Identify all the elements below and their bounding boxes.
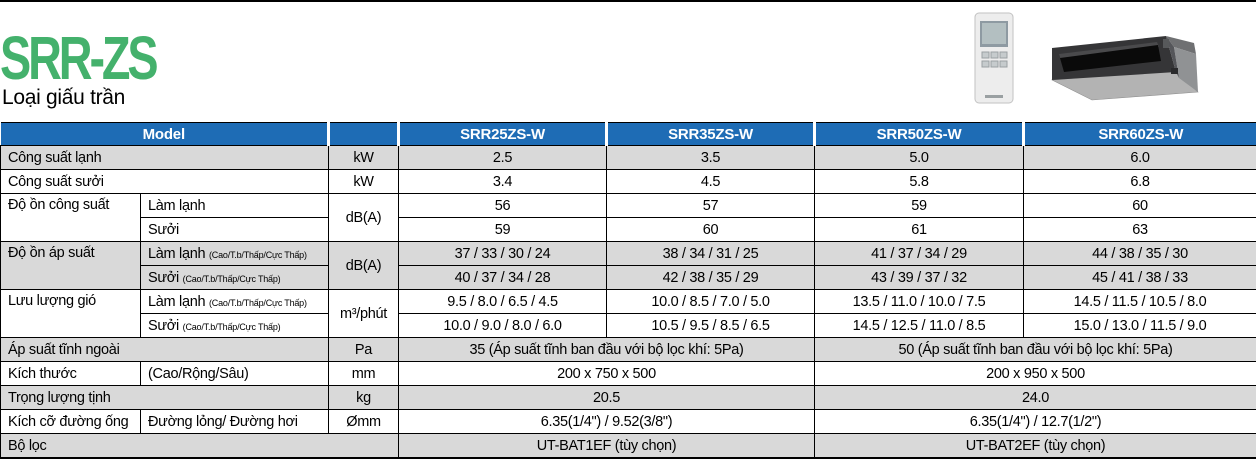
- remote-control-image: [974, 12, 1014, 104]
- column-header-srr60: SRR60ZS-W: [1022, 122, 1256, 146]
- cell-value: 6.35(1/4") / 9.52(3/8"): [398, 409, 815, 434]
- cell-value: 5.8: [814, 169, 1024, 194]
- row-label: Công suất sưởi: [0, 169, 329, 194]
- row-sublabel: (Cao/Rộng/Sâu): [140, 361, 329, 386]
- table-row: Công suất sưởi kW 3.4 4.5 5.8 6.8: [0, 169, 1256, 194]
- row-label: Kích thước: [0, 361, 141, 386]
- cell-value: 3.5: [606, 145, 815, 170]
- cell-value: 15.0 / 13.0 / 11.5 / 9.0: [1023, 313, 1256, 338]
- cell-value: 61: [814, 217, 1024, 242]
- column-header-srr50: SRR50ZS-W: [813, 122, 1024, 146]
- table-row: Công suất lạnh kW 2.5 3.5 5.0 6.0: [0, 145, 1256, 170]
- row-sublabel: Làm lạnh (Cao/T.b/Thấp/Cực Thấp): [140, 241, 329, 266]
- row-unit: dB(A): [328, 241, 399, 290]
- row-group-label: Lưu lượng gió: [0, 289, 141, 338]
- row-sublabel: Đường lỏng/ Đường hơi: [140, 409, 329, 434]
- cell-value: 56: [398, 193, 607, 218]
- model-header: Model: [0, 122, 329, 146]
- row-label: Bộ lọc: [0, 433, 399, 459]
- table-row: Sưởi (Cao/T.b/Thấp/Cực Thấp) 10.0 / 9.0 …: [1, 313, 1256, 338]
- cell-value: 37 / 33 / 30 / 24: [398, 241, 607, 266]
- cell-value: 5.0: [814, 145, 1024, 170]
- table-row: Kích thước (Cao/Rộng/Sâu) mm 200 x 750 x…: [0, 361, 1256, 386]
- indoor-unit-image: [1050, 36, 1199, 101]
- table-row: Bộ lọc UT-BAT1EF (tùy chọn) UT-BAT2EF (t…: [0, 433, 1256, 459]
- spec-table: Model SRR25ZS-W SRR35ZS-W SRR50ZS-W SRR6…: [0, 122, 1256, 459]
- table-row: Độ ồn công suất Làm lạnh dB(A) 56 57 59 …: [0, 193, 1256, 242]
- cell-value: 57: [606, 193, 815, 218]
- cell-value: 44 / 38 / 35 / 30: [1023, 241, 1256, 266]
- cell-value: 59: [398, 217, 607, 242]
- row-unit: kW: [328, 169, 399, 194]
- row-sublabel: Sưởi: [140, 217, 329, 242]
- cell-value: 4.5: [606, 169, 815, 194]
- cell-value: 43 / 39 / 37 / 32: [814, 265, 1024, 290]
- cell-value: 24.0: [814, 385, 1256, 410]
- cell-value: 14.5 / 12.5 / 11.0 / 8.5: [814, 313, 1024, 338]
- page-title: SRR-ZS: [0, 23, 159, 93]
- row-unit: kW: [328, 145, 399, 170]
- row-sublabel-note: (Cao/T.b/Thấp/Cực Thấp): [182, 321, 281, 332]
- cell-value: 59: [814, 193, 1024, 218]
- cell-value: 10.0 / 9.0 / 8.0 / 6.0: [398, 313, 607, 338]
- row-label: Công suất lạnh: [0, 145, 329, 170]
- cell-value: 200 x 750 x 500: [398, 361, 815, 386]
- cell-value: 42 / 38 / 35 / 29: [606, 265, 815, 290]
- cell-value: UT-BAT2EF (tùy chọn): [814, 433, 1256, 459]
- page-subtitle: Loại giấu trần: [2, 86, 126, 109]
- cell-value: 9.5 / 8.0 / 6.5 / 4.5: [398, 289, 607, 314]
- table-row: Sưởi (Cao/T.b/Thấp/Cực Thấp) 40 / 37 / 3…: [1, 265, 1256, 290]
- row-sublabel-note: (Cao/T.b/Thấp/Cực Thấp): [208, 297, 307, 308]
- cell-value: 40 / 37 / 34 / 28: [398, 265, 607, 290]
- table-row: Lưu lượng gió Làm lạnh (Cao/T.b/Thấp/Cực…: [0, 289, 1256, 338]
- table-row: Độ ồn áp suất Làm lạnh (Cao/T.b/Thấp/Cực…: [0, 241, 1256, 290]
- row-unit: kg: [328, 385, 399, 410]
- top-rule: [0, 0, 1256, 2]
- cell-value: 2.5: [398, 145, 607, 170]
- table-row: Trọng lượng tịnh kg 20.5 24.0: [0, 385, 1256, 410]
- row-sublabel-note: (Cao/T.b/Thấp/Cực Thấp): [182, 273, 281, 284]
- column-header-srr35: SRR35ZS-W: [605, 122, 815, 146]
- cell-value: 45 / 41 / 38 / 33: [1023, 265, 1256, 290]
- cell-value: 3.4: [398, 169, 607, 194]
- cell-value: 20.5: [398, 385, 815, 410]
- table-row: Sưởi 59 60 61 63: [1, 217, 1256, 242]
- cell-value: 35 (Áp suất tĩnh ban đầu với bộ lọc khí:…: [398, 337, 815, 362]
- row-label: Kích cỡ đường ống: [0, 409, 141, 434]
- row-unit: dB(A): [328, 193, 399, 242]
- row-label: Trọng lượng tịnh: [0, 385, 329, 410]
- row-unit: m³/phút: [328, 289, 399, 338]
- row-group-label: Độ ồn công suất: [0, 193, 141, 242]
- row-unit: Pa: [328, 337, 399, 362]
- unit-column-header: [327, 122, 399, 146]
- row-sublabel: Làm lạnh: [140, 193, 329, 218]
- cell-value: 63: [1023, 217, 1256, 242]
- row-unit: mm: [328, 361, 399, 386]
- row-label: Áp suất tĩnh ngoài: [0, 337, 329, 362]
- row-sublabel: Sưởi (Cao/T.b/Thấp/Cực Thấp): [140, 265, 329, 290]
- cell-value: 13.5 / 11.0 / 10.0 / 7.5: [814, 289, 1024, 314]
- cell-value: 10.0 / 8.5 / 7.0 / 5.0: [606, 289, 815, 314]
- cell-value: 6.8: [1023, 169, 1256, 194]
- cell-value: 60: [1023, 193, 1256, 218]
- table-header-row: Model SRR25ZS-W SRR35ZS-W SRR50ZS-W SRR6…: [0, 122, 1256, 146]
- cell-value: 60: [606, 217, 815, 242]
- cell-value: UT-BAT1EF (tùy chọn): [398, 433, 815, 459]
- cell-value: 200 x 950 x 500: [814, 361, 1256, 386]
- cell-value: 6.35(1/4") / 12.7(1/2"): [814, 409, 1256, 434]
- row-sublabel: Sưởi (Cao/T.b/Thấp/Cực Thấp): [140, 313, 329, 338]
- row-sublabel: Làm lạnh (Cao/T.b/Thấp/Cực Thấp): [140, 289, 329, 314]
- column-header-srr25: SRR25ZS-W: [397, 122, 607, 146]
- cell-value: 10.5 / 9.5 / 8.5 / 6.5: [606, 313, 815, 338]
- table-row: Kích cỡ đường ống Đường lỏng/ Đường hơi …: [0, 409, 1256, 434]
- row-group-label: Độ ồn áp suất: [0, 241, 141, 290]
- cell-value: 38 / 34 / 31 / 25: [606, 241, 815, 266]
- cell-value: 14.5 / 11.5 / 10.5 / 8.0: [1023, 289, 1256, 314]
- cell-value: 41 / 37 / 34 / 29: [814, 241, 1024, 266]
- table-row: Áp suất tĩnh ngoài Pa 35 (Áp suất tĩnh b…: [0, 337, 1256, 362]
- cell-value: 6.0: [1023, 145, 1256, 170]
- row-sublabel-note: (Cao/T.b/Thấp/Cực Thấp): [208, 249, 307, 260]
- row-unit: Ømm: [328, 409, 399, 434]
- cell-value: 50 (Áp suất tĩnh ban đầu với bộ lọc khí:…: [814, 337, 1256, 362]
